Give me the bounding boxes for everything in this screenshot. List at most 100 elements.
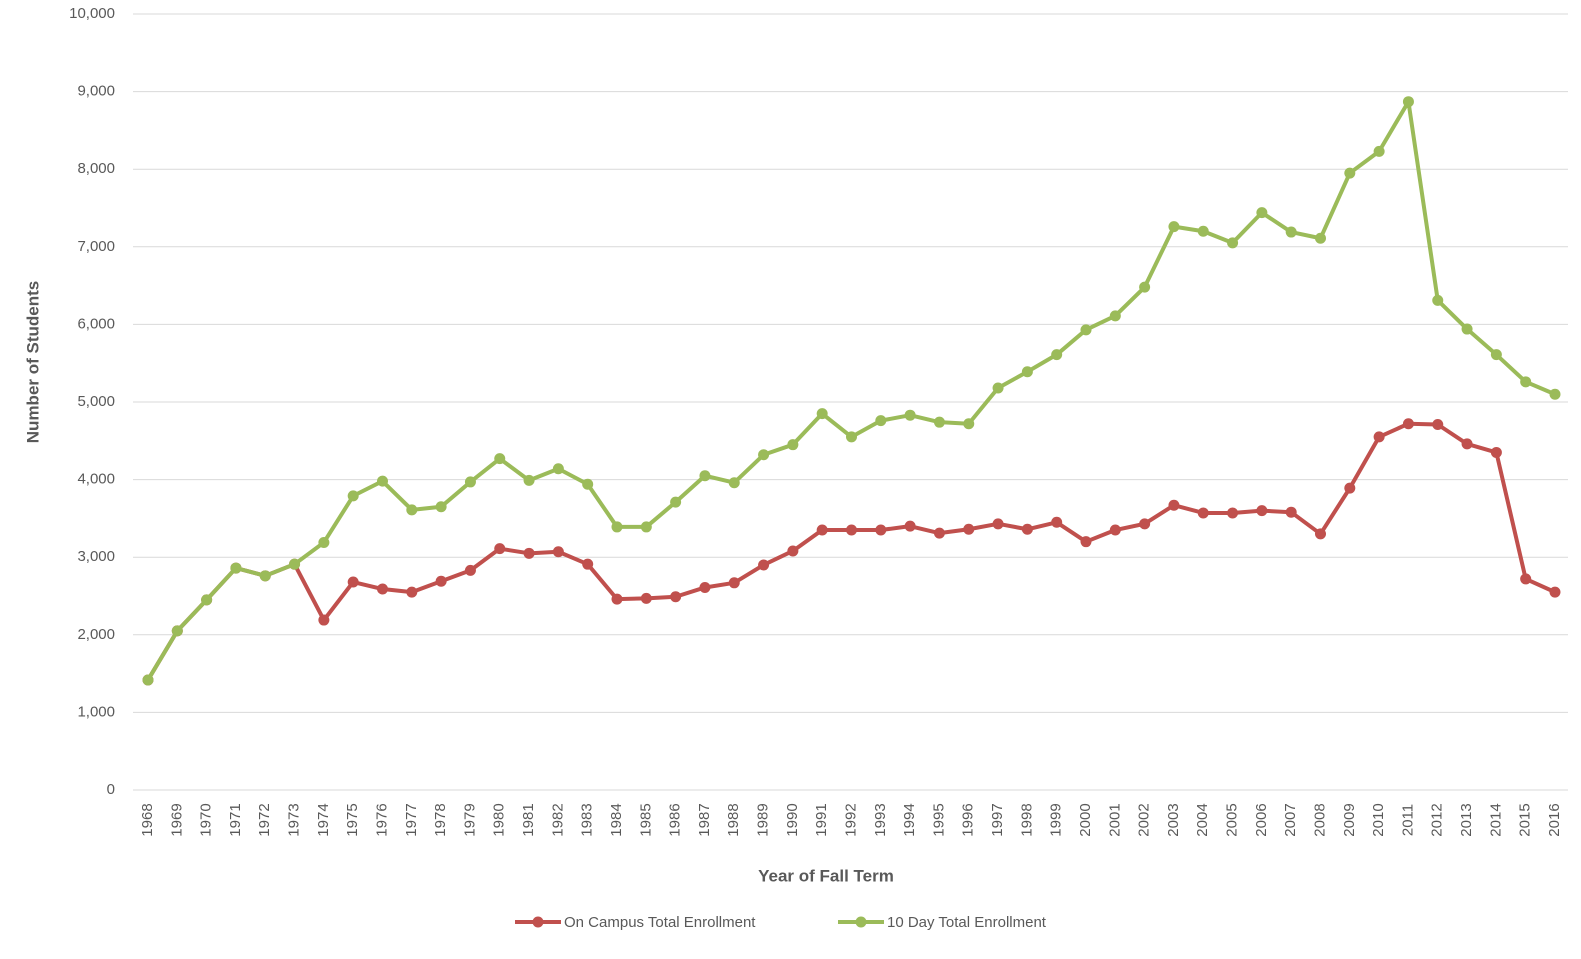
x-tick-label: 1989: [755, 803, 772, 836]
x-tick-label: 2008: [1311, 803, 1328, 836]
x-tick-label: 2004: [1194, 803, 1211, 836]
data-point: [640, 592, 652, 604]
data-point: [758, 559, 770, 571]
series-line: [146, 99, 1556, 681]
y-tick-label: 3,000: [77, 548, 115, 565]
y-tick-label: 10,000: [69, 5, 115, 22]
data-point: [1168, 499, 1180, 511]
data-point: [963, 418, 975, 430]
x-tick-label: 2011: [1399, 804, 1416, 836]
legend-marker: [532, 916, 544, 928]
data-point: [1227, 237, 1239, 249]
data-point: [875, 524, 887, 536]
x-tick-label: 2007: [1282, 803, 1299, 836]
data-point: [1197, 507, 1209, 519]
data-point: [1461, 323, 1473, 335]
data-point: [1402, 96, 1414, 108]
data-point: [1373, 145, 1385, 157]
data-point: [201, 594, 213, 606]
data-point: [992, 518, 1004, 530]
x-tick-label: 1981: [520, 803, 537, 836]
data-point: [494, 543, 506, 555]
data-point: [1051, 349, 1063, 361]
x-tick-label: 1999: [1048, 803, 1065, 836]
x-axis-title: Year of Fall Term: [758, 866, 894, 885]
x-tick-label: 1973: [286, 803, 303, 836]
data-point: [142, 674, 154, 686]
data-point: [1373, 431, 1385, 443]
x-tick-label: 2006: [1253, 803, 1270, 836]
data-point: [1549, 586, 1561, 598]
x-tick-label: 1985: [637, 803, 654, 836]
data-point: [787, 439, 799, 451]
data-point: [1021, 523, 1033, 535]
x-tick-label: 2003: [1165, 803, 1182, 836]
x-tick-label: 1988: [725, 803, 742, 836]
data-point: [816, 524, 828, 536]
x-tick-label: 1972: [256, 803, 273, 836]
data-point: [728, 477, 740, 489]
data-point: [1549, 388, 1561, 400]
x-tick-label: 1974: [315, 803, 332, 836]
data-point: [816, 408, 828, 420]
x-tick-label: 1986: [667, 803, 684, 836]
x-tick-label: 2010: [1370, 803, 1387, 836]
data-point: [875, 415, 887, 427]
y-tick-label: 5,000: [77, 393, 115, 410]
y-tick-label: 6,000: [77, 315, 115, 332]
data-point: [1461, 438, 1473, 450]
legend-label: On Campus Total Enrollment: [564, 914, 756, 931]
x-tick-label: 2014: [1487, 803, 1504, 836]
data-point: [1315, 528, 1326, 540]
data-point: [1080, 536, 1092, 548]
x-tick-label: 1987: [696, 803, 713, 836]
x-tick-label: 1979: [461, 803, 478, 836]
data-point: [846, 431, 857, 443]
data-point: [406, 586, 418, 598]
data-point: [377, 475, 388, 487]
x-tick-label: 1993: [872, 803, 889, 836]
data-point: [230, 562, 242, 574]
y-axis-title: Number of Students: [23, 281, 42, 443]
data-point: [582, 558, 594, 570]
y-tick-label: 4,000: [77, 471, 115, 488]
data-point: [904, 520, 916, 532]
legend-label: 10 Day Total Enrollment: [887, 914, 1047, 931]
data-point: [377, 583, 388, 595]
data-point: [1197, 225, 1209, 237]
x-tick-label: 2013: [1458, 803, 1475, 836]
data-point: [1315, 232, 1326, 244]
data-point: [992, 382, 1004, 394]
x-tick-label: 1978: [432, 803, 449, 836]
x-tick-label: 1970: [198, 803, 215, 836]
data-point: [846, 524, 857, 536]
data-point: [1109, 524, 1121, 536]
data-point: [1490, 349, 1502, 361]
data-point: [699, 470, 711, 482]
x-tick-label: 1977: [403, 803, 420, 836]
data-point: [787, 545, 799, 557]
data-point: [1139, 518, 1151, 530]
data-point: [1256, 505, 1268, 517]
x-tick-label: 1983: [579, 803, 596, 836]
data-point: [1490, 446, 1502, 458]
data-point: [1285, 226, 1297, 238]
x-tick-label: 1984: [608, 803, 625, 836]
data-point: [1051, 516, 1063, 528]
data-point: [464, 564, 476, 576]
data-point: [171, 625, 183, 637]
x-tick-label: 2005: [1224, 803, 1241, 836]
y-tick-label: 9,000: [77, 83, 115, 100]
y-tick-label: 1,000: [77, 703, 115, 720]
data-point: [933, 527, 945, 539]
data-point: [1344, 167, 1356, 179]
data-point: [523, 474, 535, 486]
x-tick-label: 1968: [139, 803, 156, 836]
data-point: [1021, 366, 1033, 378]
x-tick-label: 1982: [549, 803, 566, 836]
data-point: [1520, 376, 1532, 388]
x-tick-label: 2015: [1517, 803, 1534, 836]
data-point: [1344, 482, 1356, 494]
data-point: [494, 453, 506, 465]
